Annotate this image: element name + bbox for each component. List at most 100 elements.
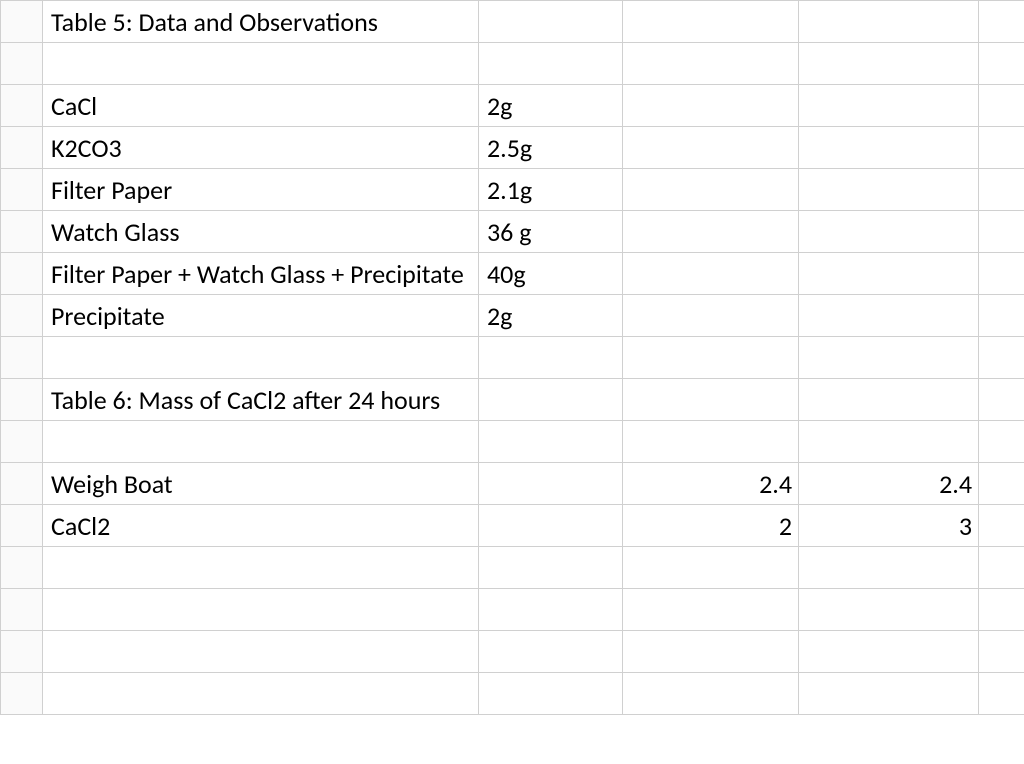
cell[interactable] bbox=[479, 43, 623, 85]
cell-label-cacl[interactable]: CaCl bbox=[43, 85, 479, 127]
table-row bbox=[1, 631, 1024, 673]
cell[interactable] bbox=[43, 547, 479, 589]
cell[interactable] bbox=[979, 547, 1024, 589]
cell-value-precipitate[interactable]: 2g bbox=[479, 295, 623, 337]
cell[interactable] bbox=[623, 631, 799, 673]
cell[interactable] bbox=[979, 505, 1024, 547]
cell[interactable] bbox=[979, 85, 1024, 127]
row-gutter bbox=[1, 295, 43, 337]
cell[interactable] bbox=[799, 1, 979, 43]
cell[interactable] bbox=[43, 631, 479, 673]
cell[interactable] bbox=[799, 85, 979, 127]
cell[interactable] bbox=[799, 43, 979, 85]
cell[interactable] bbox=[479, 1, 623, 43]
cell[interactable] bbox=[479, 547, 623, 589]
cell[interactable] bbox=[979, 463, 1024, 505]
cell[interactable] bbox=[979, 43, 1024, 85]
row-gutter bbox=[1, 127, 43, 169]
cell[interactable] bbox=[479, 463, 623, 505]
cell[interactable] bbox=[979, 421, 1024, 463]
cell[interactable] bbox=[43, 421, 479, 463]
cell-label-cacl2[interactable]: CaCl2 bbox=[43, 505, 479, 547]
table-body: Table 5: Data and Observations CaCl 2g bbox=[1, 1, 1024, 715]
cell[interactable] bbox=[623, 673, 799, 715]
cell[interactable] bbox=[623, 1, 799, 43]
cell-value-filter-paper[interactable]: 2.1g bbox=[479, 169, 623, 211]
cell-value-watch-glass[interactable]: 36 g bbox=[479, 211, 623, 253]
cell-label-filter-paper[interactable]: Filter Paper bbox=[43, 169, 479, 211]
cell-label-combined[interactable]: Filter Paper + Watch Glass + Precipitate bbox=[43, 253, 479, 295]
cell[interactable] bbox=[623, 379, 799, 421]
cell[interactable] bbox=[479, 421, 623, 463]
cell[interactable] bbox=[799, 127, 979, 169]
cell-value-cacl2-1[interactable]: 2 bbox=[623, 505, 799, 547]
cell-value-k2co3[interactable]: 2.5g bbox=[479, 127, 623, 169]
table-row: Table 5: Data and Observations bbox=[1, 1, 1024, 43]
cell-label-k2co3[interactable]: K2CO3 bbox=[43, 127, 479, 169]
cell[interactable] bbox=[479, 379, 623, 421]
cell[interactable] bbox=[623, 547, 799, 589]
cell[interactable] bbox=[479, 673, 623, 715]
cell[interactable] bbox=[623, 253, 799, 295]
table-row: Filter Paper 2.1g bbox=[1, 169, 1024, 211]
cell[interactable] bbox=[623, 169, 799, 211]
cell-label-weigh-boat[interactable]: Weigh Boat bbox=[43, 463, 479, 505]
cell[interactable] bbox=[799, 631, 979, 673]
cell[interactable] bbox=[623, 295, 799, 337]
cell[interactable] bbox=[623, 421, 799, 463]
cell[interactable] bbox=[479, 505, 623, 547]
cell[interactable] bbox=[799, 253, 979, 295]
cell[interactable] bbox=[623, 589, 799, 631]
cell[interactable] bbox=[623, 43, 799, 85]
cell[interactable] bbox=[623, 211, 799, 253]
cell[interactable] bbox=[799, 379, 979, 421]
cell-value-weigh-boat-1[interactable]: 2.4 bbox=[623, 463, 799, 505]
cell[interactable] bbox=[799, 169, 979, 211]
cell[interactable] bbox=[979, 379, 1024, 421]
cell[interactable] bbox=[479, 337, 623, 379]
row-gutter bbox=[1, 421, 43, 463]
row-gutter bbox=[1, 631, 43, 673]
cell[interactable] bbox=[979, 211, 1024, 253]
cell[interactable] bbox=[799, 589, 979, 631]
cell[interactable] bbox=[799, 211, 979, 253]
cell-title-table6[interactable]: Table 6: Mass of CaCl2 after 24 hours bbox=[43, 379, 479, 421]
cell-value-cacl2-2[interactable]: 3 bbox=[799, 505, 979, 547]
cell[interactable] bbox=[979, 295, 1024, 337]
table-row bbox=[1, 421, 1024, 463]
cell[interactable] bbox=[979, 127, 1024, 169]
cell[interactable] bbox=[799, 673, 979, 715]
cell[interactable] bbox=[43, 589, 479, 631]
cell[interactable] bbox=[799, 547, 979, 589]
spreadsheet-viewport: Table 5: Data and Observations CaCl 2g bbox=[0, 0, 1024, 764]
cell[interactable] bbox=[43, 337, 479, 379]
cell[interactable] bbox=[479, 631, 623, 673]
cell[interactable] bbox=[799, 295, 979, 337]
cell-label-watch-glass[interactable]: Watch Glass bbox=[43, 211, 479, 253]
cell[interactable] bbox=[979, 589, 1024, 631]
cell[interactable] bbox=[979, 1, 1024, 43]
cell[interactable] bbox=[479, 589, 623, 631]
cell[interactable] bbox=[979, 631, 1024, 673]
cell-value-cacl[interactable]: 2g bbox=[479, 85, 623, 127]
cell[interactable] bbox=[799, 337, 979, 379]
cell-label-precipitate[interactable]: Precipitate bbox=[43, 295, 479, 337]
cell[interactable] bbox=[979, 673, 1024, 715]
row-gutter bbox=[1, 1, 43, 43]
table-row bbox=[1, 673, 1024, 715]
cell[interactable] bbox=[623, 337, 799, 379]
cell-value-weigh-boat-2[interactable]: 2.4 bbox=[799, 463, 979, 505]
table-row: CaCl 2g bbox=[1, 85, 1024, 127]
cell[interactable] bbox=[799, 421, 979, 463]
cell[interactable] bbox=[623, 85, 799, 127]
cell-value-combined[interactable]: 40g bbox=[479, 253, 623, 295]
cell[interactable] bbox=[43, 43, 479, 85]
cell[interactable] bbox=[979, 169, 1024, 211]
cell[interactable] bbox=[979, 253, 1024, 295]
cell[interactable] bbox=[979, 337, 1024, 379]
cell-title-table5[interactable]: Table 5: Data and Observations bbox=[43, 1, 479, 43]
row-gutter bbox=[1, 547, 43, 589]
cell[interactable] bbox=[623, 127, 799, 169]
cell[interactable] bbox=[43, 673, 479, 715]
row-gutter bbox=[1, 169, 43, 211]
